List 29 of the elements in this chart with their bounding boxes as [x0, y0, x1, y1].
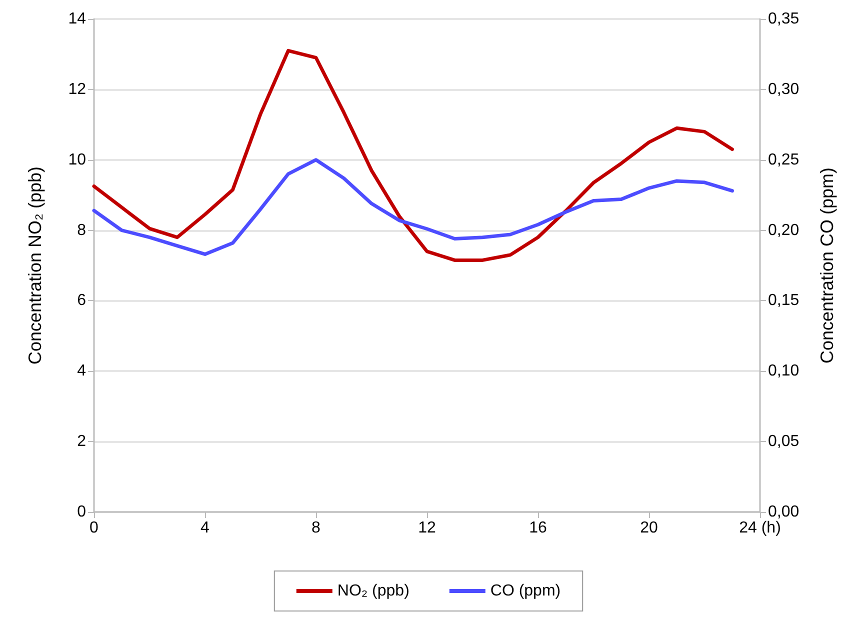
y2-tick-label: 0,10 [768, 362, 800, 380]
x-tick-label: 20 [640, 520, 658, 536]
y-tick-label: 0 [77, 504, 86, 520]
x-tick-label: 0 [90, 520, 99, 536]
y-tick-label: 14 [68, 10, 86, 28]
y2-tick-label: 0,30 [768, 80, 800, 98]
y-axis-title: Concentration NO₂ (ppb) [25, 166, 45, 365]
x-tick-label: 16 [529, 520, 547, 536]
y2-tick-label: 0,25 [768, 151, 800, 168]
x-tick-label: 8 [312, 520, 321, 536]
line-series [92, 48, 734, 262]
y-tick-label: 2 [77, 433, 86, 450]
y-tick-label: 4 [77, 362, 86, 380]
y2-tick-label: 0,00 [768, 504, 800, 520]
legend-label: CO (ppm) [490, 582, 561, 600]
x-tick-label: 4 [200, 520, 210, 536]
y-tick-label: 8 [77, 222, 86, 239]
y2-tick-label: 0,20 [768, 222, 800, 239]
y-tick-label: 6 [77, 292, 86, 310]
y2-tick-label: 0,05 [768, 433, 800, 450]
legend-label: NO₂ (ppb) [337, 582, 410, 600]
line-series [92, 158, 734, 256]
y2-axis-title: Concentration CO (ppm) [817, 167, 837, 364]
x-tick-label: 12 [418, 520, 436, 536]
y2-tick-label: 0,35 [768, 10, 800, 28]
y-tick-label: 10 [68, 151, 86, 168]
x-tick-label: 24 (h) [739, 520, 781, 536]
y-tick-label: 12 [68, 80, 86, 98]
y2-tick-label: 0,15 [768, 292, 800, 310]
